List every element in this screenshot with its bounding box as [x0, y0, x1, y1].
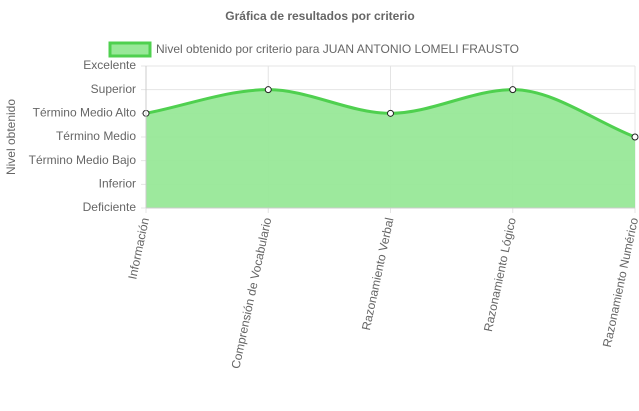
y-tick-label: Superior	[91, 82, 136, 96]
y-tick-label: Excelente	[83, 58, 136, 72]
x-tick-label: Información	[125, 216, 152, 280]
point	[631, 133, 639, 141]
x-tick-label: Comprensión de Vocabulario	[229, 216, 275, 370]
y-tick-label: Término Medio Alto	[33, 106, 137, 120]
y-tick-label: Inferior	[99, 177, 136, 191]
area	[146, 89, 635, 208]
y-tick-label: Término Medio	[56, 129, 136, 143]
legend-label: Nivel obtenido por criterio para JUAN AN…	[156, 42, 519, 56]
y-tick-label: Término Medio Bajo	[29, 153, 137, 167]
chart-title: Gráfica de resultados por criterio	[225, 9, 414, 23]
y-tick-label: Deficiente	[83, 200, 137, 214]
x-tick-label: Razonamiento Numérico	[600, 216, 639, 348]
legend-swatch	[108, 41, 152, 58]
x-tick-label: Razonamiento Lógico	[481, 216, 519, 333]
point	[387, 109, 394, 117]
point	[264, 86, 272, 94]
x-tick-label: Razonamiento Verbal	[359, 216, 397, 331]
y-axis-title: Nivel obtenido	[4, 99, 18, 175]
point	[509, 86, 517, 94]
